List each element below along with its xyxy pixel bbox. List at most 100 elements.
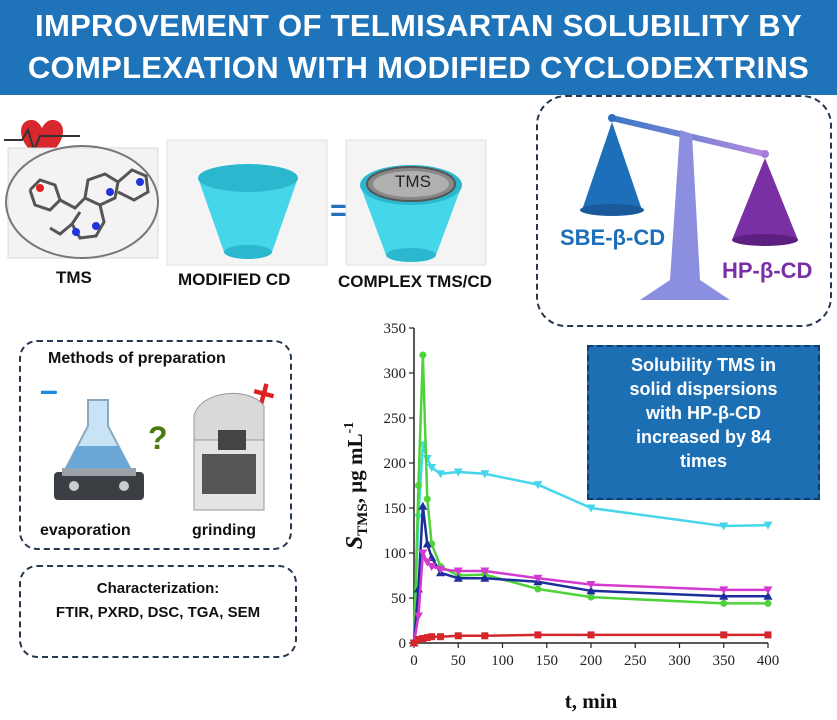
data-point-cyan xyxy=(436,470,446,479)
data-point-magenta xyxy=(586,581,596,589)
y-tick-label: 200 xyxy=(384,456,407,472)
data-point-magenta xyxy=(480,567,490,576)
data-point-navy xyxy=(763,591,773,600)
x-tick-label: 100 xyxy=(491,653,514,669)
data-point-cyan xyxy=(719,522,729,531)
data-point-red xyxy=(481,632,489,640)
complex-tms-cd-image xyxy=(345,139,487,266)
tms-label: TMS xyxy=(56,268,92,287)
data-point-magenta xyxy=(719,586,729,595)
data-point-red xyxy=(720,631,728,639)
y-tick-label: 0 xyxy=(399,636,407,652)
y-axis-label: STMS, µg mL-1 xyxy=(342,422,371,549)
modified-cd-image xyxy=(166,139,328,266)
y-axis-label-unit: , µg mL xyxy=(343,433,367,503)
data-point-magenta xyxy=(422,558,432,567)
data-point-green xyxy=(534,585,542,593)
series-line-navy xyxy=(412,506,768,644)
data-point-red xyxy=(419,635,427,642)
data-point-red xyxy=(423,634,431,642)
data-point-red xyxy=(534,631,542,639)
sbe-label: SBE-β-CD xyxy=(560,225,666,250)
series-line-cyan xyxy=(412,444,769,644)
data-point-red xyxy=(587,631,595,639)
methods-panel xyxy=(19,340,292,550)
data-point-cyan xyxy=(586,504,596,513)
series-line-magenta xyxy=(412,548,768,644)
ball-mill-image xyxy=(193,392,265,511)
y-axis-label-sub: TMS xyxy=(355,503,371,536)
title-banner: IMPROVEMENT OF TELMISARTAN SOLUBILITY BY… xyxy=(0,0,837,95)
data-point-green xyxy=(587,593,595,601)
data-point-green xyxy=(764,599,772,607)
data-point-navy xyxy=(719,591,729,600)
data-point-navy xyxy=(586,586,596,595)
data-point-green xyxy=(419,351,427,359)
x-tick-label: 400 xyxy=(757,653,780,669)
y-tick-label: 100 xyxy=(384,546,407,562)
complexation-scheme: + = xyxy=(4,119,487,266)
y-tick-label: 300 xyxy=(384,366,407,382)
chart-axes: 0 50 100 150 200 250 300 350 0 50 100 150 200 250 300 3… xyxy=(384,321,780,669)
data-point-navy xyxy=(418,501,428,510)
data-point-green xyxy=(423,495,431,503)
complex-label: COMPLEX TMS/CD xyxy=(338,272,492,291)
y-tick-label: 150 xyxy=(384,501,407,517)
grinding-label: grinding xyxy=(192,522,256,539)
data-point-magenta xyxy=(418,549,428,558)
info-line-2: solid dispersions xyxy=(629,379,778,399)
x-tick-label: 50 xyxy=(451,653,466,669)
data-point-magenta xyxy=(763,586,773,595)
chart-series xyxy=(409,351,773,648)
characterization-panel xyxy=(19,565,297,658)
data-point-navy xyxy=(453,573,463,582)
y-axis-label-sup: -1 xyxy=(342,422,357,434)
hp-label: HP-β-CD xyxy=(722,258,813,283)
data-point-magenta xyxy=(533,574,543,583)
data-point-red xyxy=(410,639,418,647)
evaporation-label: evaporation xyxy=(40,522,131,539)
solubility-info-box: Solubility TMS in solid dispersions with… xyxy=(587,345,820,500)
equals-sign: = xyxy=(330,194,348,227)
data-point-magenta xyxy=(436,565,446,574)
x-tick-label: 150 xyxy=(536,653,559,669)
x-tick-label: 250 xyxy=(624,653,647,669)
data-point-red xyxy=(764,631,772,639)
characterization-title: Characterization: xyxy=(96,580,220,597)
x-tick-label: 0 xyxy=(410,653,418,669)
data-point-magenta xyxy=(453,567,463,576)
y-tick-label: 350 xyxy=(384,321,407,337)
question-icon: ? xyxy=(148,420,168,456)
y-axis-label-main: S xyxy=(342,536,368,549)
complex-core-label: TMS xyxy=(395,172,431,191)
balance-panel xyxy=(536,95,832,327)
data-point-cyan xyxy=(480,470,490,479)
data-point-green xyxy=(414,482,422,489)
data-point-red xyxy=(428,633,436,641)
characterization-methods: FTIR, PXRD, DSC, TGA, SEM xyxy=(55,604,261,621)
solubility-chart: 0 50 100 150 200 250 300 350 0 50 100 150 200 250 300 3… xyxy=(342,321,780,713)
data-point-navy xyxy=(422,539,432,548)
tms-molecule-image xyxy=(5,145,159,259)
minus-sign: – xyxy=(40,372,58,408)
info-line-5: times xyxy=(679,451,728,471)
data-point-green xyxy=(720,599,728,607)
x-tick-label: 350 xyxy=(713,653,736,669)
data-point-cyan xyxy=(453,468,463,477)
x-axis-label: t, min xyxy=(565,689,618,713)
balance-scale-icon xyxy=(580,114,798,300)
y-tick-label: 50 xyxy=(391,591,406,607)
x-tick-label: 200 xyxy=(580,653,603,669)
data-point-red xyxy=(437,633,445,641)
methods-title: Methods of preparation xyxy=(48,350,226,367)
flask-stirrer-image xyxy=(54,399,144,500)
data-point-cyan xyxy=(763,521,773,530)
x-tick-label: 300 xyxy=(668,653,691,669)
title-line-2: COMPLEXATION WITH MODIFIED CYCLODEXTRINS xyxy=(27,50,810,85)
data-point-navy xyxy=(480,573,490,582)
info-line-4: increased by 84 xyxy=(635,427,772,447)
data-point-red xyxy=(414,635,422,643)
data-point-magenta xyxy=(413,612,423,621)
data-point-cyan xyxy=(533,481,543,490)
info-line-1: Solubility TMS in xyxy=(631,355,776,375)
